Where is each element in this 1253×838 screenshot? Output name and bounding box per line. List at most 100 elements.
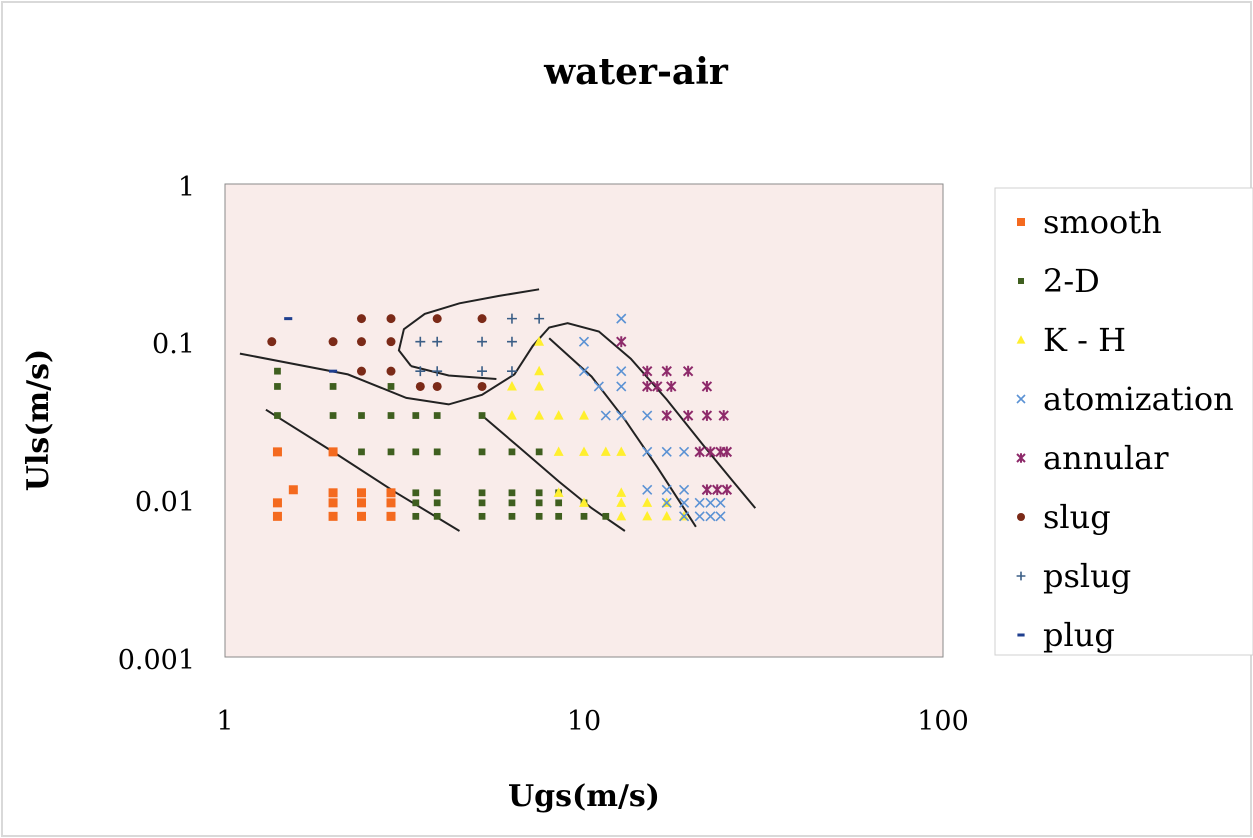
y-tick-label: 0.01 <box>135 487 195 518</box>
data-point <box>477 381 487 391</box>
data-point <box>267 337 277 347</box>
data-point <box>652 381 663 392</box>
data-point <box>694 511 705 522</box>
y-tick-label: 0.1 <box>152 329 195 360</box>
legend-item: smooth <box>1017 203 1162 241</box>
data-point <box>272 498 282 508</box>
data-point <box>593 381 604 392</box>
data-point <box>535 489 543 497</box>
series-plug <box>284 317 338 373</box>
data-point <box>712 484 723 496</box>
data-point <box>535 512 543 520</box>
data-point <box>432 314 442 324</box>
data-point <box>694 497 705 508</box>
legend-item: pslug <box>1016 557 1131 595</box>
data-point <box>387 383 395 390</box>
data-point <box>433 412 441 419</box>
legend-marker <box>1017 218 1025 226</box>
data-point <box>356 366 366 376</box>
data-point <box>433 512 441 520</box>
x-axis-title: Ugs(m/s) <box>508 779 660 814</box>
data-point <box>415 381 425 391</box>
legend-item: plug <box>1017 616 1115 654</box>
data-point <box>642 497 653 507</box>
data-point <box>661 510 672 521</box>
legend-marker <box>1016 571 1026 581</box>
data-point <box>329 412 337 419</box>
data-point <box>579 410 589 420</box>
data-point <box>415 366 426 377</box>
data-point <box>386 314 396 324</box>
data-point <box>272 511 282 521</box>
data-point <box>701 484 713 496</box>
data-point <box>578 336 590 347</box>
legend-label: 2-D <box>1043 262 1100 300</box>
data-point <box>600 410 611 421</box>
data-point <box>534 336 545 346</box>
legend-label: pslug <box>1043 557 1131 595</box>
y-tick-label: 0.001 <box>118 645 195 676</box>
data-point <box>602 512 610 520</box>
data-point <box>682 365 694 377</box>
boundary-line <box>265 408 461 532</box>
data-point <box>616 487 627 497</box>
data-point <box>507 336 517 347</box>
data-point <box>478 412 486 419</box>
data-point <box>666 381 677 392</box>
boundary-line <box>410 365 497 380</box>
data-point <box>387 412 395 419</box>
data-point <box>274 412 281 419</box>
data-point <box>329 383 337 390</box>
data-point <box>328 337 338 347</box>
series-smooth <box>272 447 396 521</box>
data-point <box>642 484 653 495</box>
data-point <box>358 448 365 456</box>
data-point <box>508 489 516 497</box>
data-point <box>679 511 690 522</box>
data-point <box>477 336 487 347</box>
data-point <box>432 336 443 347</box>
data-point <box>553 410 564 420</box>
data-point <box>433 489 441 497</box>
data-point <box>694 446 705 458</box>
data-point <box>356 337 366 347</box>
legend-marker <box>1018 278 1024 284</box>
data-point <box>328 488 338 498</box>
data-point <box>679 484 690 495</box>
legend-label: plug <box>1043 616 1115 654</box>
data-point <box>508 499 516 507</box>
data-point <box>661 484 672 495</box>
data-point <box>642 381 653 392</box>
data-point <box>412 412 420 419</box>
data-point <box>616 313 627 324</box>
data-point <box>432 366 443 377</box>
data-point <box>705 511 716 522</box>
data-point <box>579 497 589 507</box>
x-axis-ticks: 1 10 100 <box>216 706 968 737</box>
data-point <box>679 497 690 508</box>
data-point <box>356 314 366 324</box>
data-point <box>715 497 726 508</box>
data-point <box>412 448 420 456</box>
data-point <box>274 383 281 390</box>
data-point <box>534 365 545 376</box>
data-point <box>507 366 517 377</box>
legend-item: slug <box>1017 498 1111 536</box>
legend-marker <box>1016 335 1026 344</box>
y-axis-title: Uls(m/s) <box>21 349 56 491</box>
plot-area <box>224 183 944 658</box>
data-point <box>274 367 281 375</box>
data-point <box>705 497 716 508</box>
data-point <box>701 381 713 392</box>
data-point <box>412 512 420 520</box>
data-point <box>578 366 590 377</box>
data-point <box>580 512 588 520</box>
data-point <box>358 412 365 419</box>
data-point <box>386 511 396 521</box>
data-point <box>477 366 487 377</box>
data-point <box>715 511 726 522</box>
data-point <box>356 511 366 521</box>
data-point <box>534 313 545 324</box>
data-point <box>329 369 338 373</box>
